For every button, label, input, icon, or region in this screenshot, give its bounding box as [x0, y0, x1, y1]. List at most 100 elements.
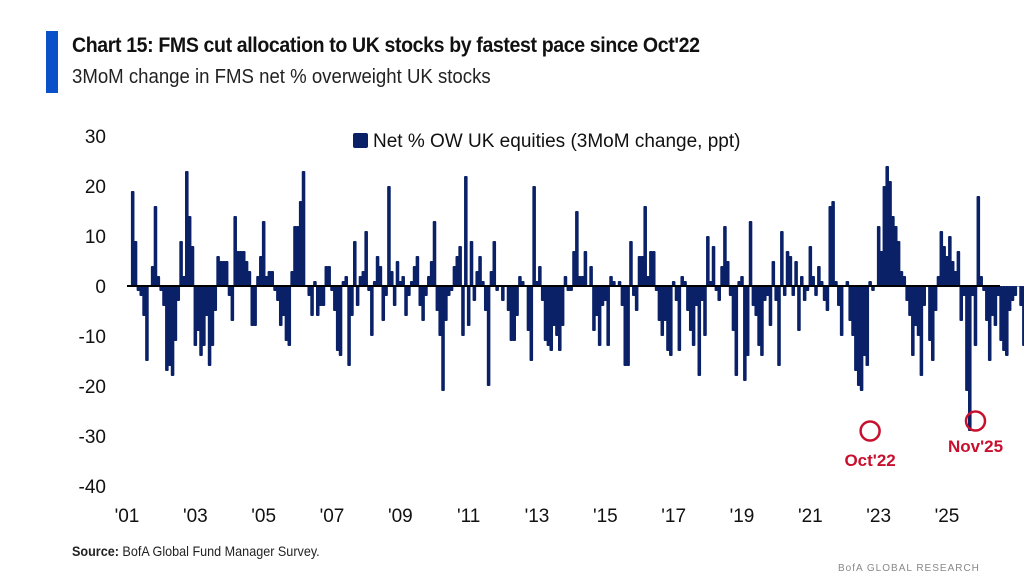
y-tick-label: 0: [95, 277, 106, 298]
bar: [185, 171, 189, 286]
bar: [882, 186, 887, 286]
x-tick-label: '05: [251, 506, 276, 527]
bar: [458, 246, 462, 286]
annotation-circle: [964, 410, 987, 432]
bar: [506, 286, 511, 311]
bar: [364, 231, 368, 286]
bar: [230, 286, 235, 321]
bar: [424, 286, 428, 296]
bar: [307, 286, 311, 296]
bar: [392, 286, 397, 306]
bar: [597, 286, 602, 346]
y-axis: 30 20 10 0 -10 -20 -30 -40: [79, 127, 106, 498]
bar: [207, 286, 212, 366]
bar: [905, 286, 909, 301]
bar: [743, 286, 747, 381]
bar: [691, 286, 696, 346]
bar: [987, 286, 992, 361]
bar: [945, 256, 949, 286]
bar: [315, 286, 320, 316]
bar: [358, 276, 363, 286]
bar: [287, 286, 292, 346]
bar: [899, 271, 904, 286]
bar: [515, 286, 519, 316]
bar: [688, 286, 693, 331]
bar: [654, 286, 659, 291]
bar: [278, 286, 283, 326]
bar: [495, 286, 499, 291]
bar: [560, 286, 565, 326]
bar: [845, 281, 850, 286]
bar: [822, 286, 827, 301]
bar: [344, 276, 349, 286]
bar: [532, 186, 536, 286]
x-tick-label: '09: [388, 506, 413, 527]
x-tick-label: '19: [730, 506, 755, 527]
y-tick-label: 10: [85, 227, 106, 248]
bar: [324, 266, 329, 286]
watermark: BofA GLOBAL RESEARCH: [838, 563, 980, 574]
bar: [284, 286, 289, 341]
bar: [782, 286, 787, 296]
bar: [219, 261, 223, 286]
bar: [1002, 286, 1006, 351]
annotation-label: Nov'25: [948, 437, 1003, 456]
bar: [785, 251, 790, 286]
bar: [301, 171, 306, 286]
bar: [580, 276, 585, 286]
x-tick-label: '21: [798, 506, 823, 527]
bar: [270, 271, 274, 286]
bar: [486, 286, 491, 386]
bar: [583, 251, 588, 286]
bar: [911, 286, 915, 356]
bar: [133, 241, 138, 286]
bar: [768, 286, 773, 326]
bar: [182, 276, 186, 286]
bar: [375, 256, 380, 286]
bar: [922, 286, 926, 306]
bar: [626, 286, 630, 366]
bar: [671, 281, 676, 286]
bar: [797, 286, 801, 331]
bar: [973, 286, 978, 346]
bar: [751, 286, 756, 306]
bar: [990, 286, 995, 316]
bar: [993, 286, 998, 326]
bar: [418, 286, 423, 306]
bar: [341, 281, 346, 286]
x-tick-label: '17: [661, 506, 686, 527]
bar: [372, 281, 377, 286]
bar: [697, 286, 702, 376]
bar: [509, 286, 514, 341]
bar: [310, 286, 314, 316]
bar: [956, 251, 961, 286]
bar: [464, 176, 468, 286]
bar: [680, 276, 684, 286]
bar: [694, 286, 699, 306]
bar: [774, 286, 778, 301]
bar: [640, 256, 645, 286]
bar: [828, 206, 833, 286]
bar: [313, 281, 317, 286]
bar: [535, 281, 539, 286]
bar: [800, 276, 804, 286]
bar: [711, 246, 716, 286]
bar: [714, 286, 719, 291]
bar: [139, 286, 144, 296]
bar: [848, 286, 852, 321]
bar: [253, 286, 257, 326]
bar: [913, 286, 918, 326]
bar: [170, 286, 175, 376]
bar: [791, 286, 796, 296]
x-tick-label: '25: [935, 506, 960, 527]
bar: [612, 281, 616, 286]
bar: [777, 286, 781, 366]
bar: [173, 286, 178, 341]
bar: [563, 276, 568, 286]
bar: [748, 221, 753, 286]
bar: [825, 286, 830, 311]
bar: [865, 286, 870, 366]
bar: [290, 271, 294, 286]
bar: [885, 166, 889, 286]
bar: [244, 261, 249, 286]
